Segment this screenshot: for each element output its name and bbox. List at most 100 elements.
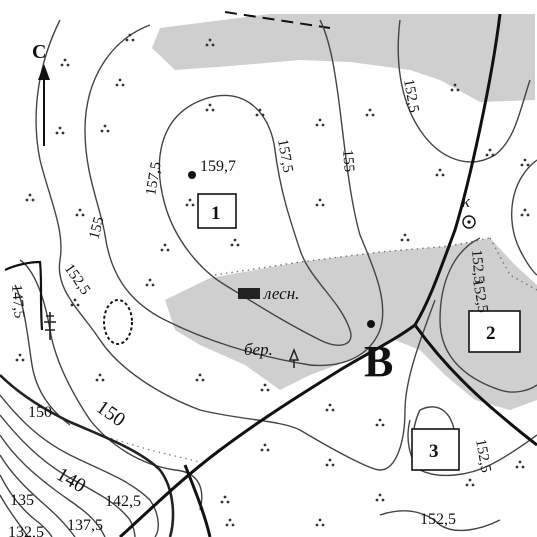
meadow-dot bbox=[76, 303, 80, 307]
contour-152-5-a bbox=[35, 19, 436, 471]
meadow-dot bbox=[378, 418, 382, 422]
meadow-dot bbox=[315, 123, 319, 127]
meadow-dot bbox=[223, 495, 227, 499]
birch-symbol-icon bbox=[288, 347, 300, 368]
meadow-dot bbox=[441, 173, 445, 177]
meadow-dot bbox=[230, 243, 234, 247]
path-dotted-left bbox=[59, 417, 201, 463]
meadow-dot bbox=[325, 463, 329, 467]
forest-area-top bbox=[152, 14, 535, 102]
meadow-dot bbox=[66, 63, 70, 67]
meadow-dot bbox=[18, 353, 22, 357]
meadow-dot bbox=[518, 460, 522, 464]
meadow-dot bbox=[145, 283, 149, 287]
meadow-dot bbox=[371, 113, 375, 117]
meadow-dot bbox=[471, 483, 475, 487]
meadow-dot bbox=[520, 213, 524, 217]
meadow-dot bbox=[318, 518, 322, 522]
point-b-dot bbox=[367, 320, 375, 328]
meadow-dot bbox=[211, 108, 215, 112]
contour-lower-5 bbox=[0, 474, 53, 537]
meadow-dot bbox=[315, 523, 319, 527]
meadow-dot bbox=[75, 213, 79, 217]
meadow-dot bbox=[151, 283, 155, 287]
meadow-symbols bbox=[15, 33, 530, 527]
contour-label: 155 bbox=[86, 215, 107, 241]
meadow-dot bbox=[63, 58, 67, 62]
meadow-dot bbox=[465, 483, 469, 487]
meadow-dot bbox=[60, 63, 64, 67]
meadow-dot bbox=[520, 163, 524, 167]
meadow-dot bbox=[185, 203, 189, 207]
meadow-dot bbox=[260, 448, 264, 452]
meadow-dot bbox=[263, 443, 267, 447]
spring-letter: к bbox=[462, 192, 471, 211]
meadow-dot bbox=[325, 408, 329, 412]
contour-lower-6 bbox=[0, 494, 29, 537]
contour-label: 150 bbox=[28, 404, 52, 421]
contour-147-5 bbox=[14, 284, 71, 426]
meadow-dot bbox=[375, 498, 379, 502]
meadow-dot bbox=[95, 378, 99, 382]
meadow-dot bbox=[523, 208, 527, 212]
meadow-dot bbox=[435, 173, 439, 177]
meadow-dot bbox=[321, 523, 325, 527]
meadow-dot bbox=[70, 303, 74, 307]
meadow-dot bbox=[201, 378, 205, 382]
meadow-dot bbox=[58, 126, 62, 130]
meadow-dot bbox=[81, 213, 85, 217]
meadow-dot bbox=[526, 163, 530, 167]
meadow-dot bbox=[450, 88, 454, 92]
meadow-dot bbox=[61, 131, 65, 135]
contour-label: 135 bbox=[10, 492, 34, 509]
meadow-dot bbox=[101, 378, 105, 382]
meadow-dot bbox=[381, 423, 385, 427]
meadow-dot bbox=[375, 423, 379, 427]
contour-label: 152,5 bbox=[400, 78, 422, 114]
meadow-dot bbox=[515, 465, 519, 469]
meadow-dot bbox=[485, 153, 489, 157]
forest-area-middle bbox=[165, 238, 537, 410]
meadow-dot bbox=[55, 131, 59, 135]
meadow-dot bbox=[118, 78, 122, 82]
meadow-dot bbox=[226, 500, 230, 504]
height-point-dot bbox=[188, 171, 196, 179]
meadow-dot bbox=[328, 403, 332, 407]
meadow-dot bbox=[100, 129, 104, 133]
contour-label: 157,5 bbox=[274, 138, 296, 174]
meadow-dot bbox=[198, 373, 202, 377]
meadow-dot bbox=[195, 378, 199, 382]
meadow-dot bbox=[526, 213, 530, 217]
point-2-label: 2 bbox=[486, 323, 496, 344]
road-south-east bbox=[413, 324, 537, 447]
contour-label: 142,5 bbox=[105, 493, 141, 510]
meadow-dot bbox=[160, 248, 164, 252]
contour-label: 137,5 bbox=[67, 517, 103, 534]
meadow-dot bbox=[378, 493, 382, 497]
contour-150-bold bbox=[0, 374, 175, 537]
meadow-dot bbox=[521, 465, 525, 469]
contour-label: 152,5 bbox=[472, 438, 494, 474]
meadow-dot bbox=[438, 168, 442, 172]
meadow-dot bbox=[231, 523, 235, 527]
meadow-dot bbox=[228, 518, 232, 522]
meadow-dot bbox=[166, 248, 170, 252]
meadow-dot bbox=[331, 463, 335, 467]
meadow-dot bbox=[31, 198, 35, 202]
contour-152-5-c bbox=[510, 159, 537, 276]
point-3-box bbox=[411, 428, 460, 471]
meadow-dot bbox=[188, 198, 192, 202]
meadow-dot bbox=[21, 358, 25, 362]
contour-155 bbox=[84, 19, 384, 367]
meadow-dot bbox=[400, 238, 404, 242]
contour-label: 152,5 bbox=[468, 249, 487, 284]
meadow-dot bbox=[15, 358, 19, 362]
meadow-dot bbox=[103, 124, 107, 128]
meadow-dot bbox=[78, 208, 82, 212]
meadow-dot bbox=[328, 458, 332, 462]
meadow-dot bbox=[121, 83, 125, 87]
meadow-dot bbox=[205, 108, 209, 112]
forest-label: лесн. bbox=[263, 284, 299, 303]
meadow-dot bbox=[211, 43, 215, 47]
